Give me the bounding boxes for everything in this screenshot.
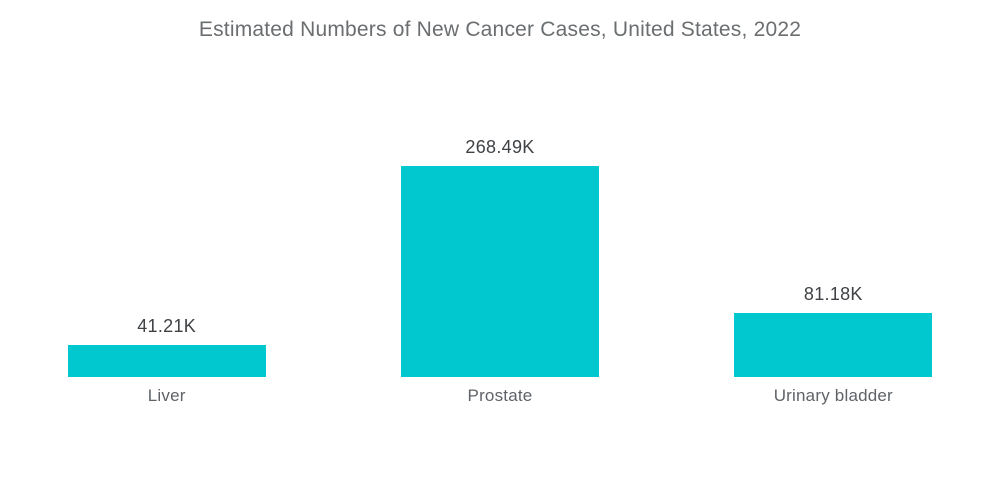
bar-group-urinary-bladder: 81.18K Urinary bladder: [667, 0, 1000, 504]
bar-category-label: Liver: [147, 386, 186, 405]
bar: [734, 313, 933, 377]
bar-group-prostate: 268.49K Prostate: [333, 0, 666, 504]
bar: [400, 166, 599, 377]
bar-value-label: 41.21K: [137, 316, 197, 336]
bar-category-label: Urinary bladder: [773, 386, 893, 405]
bar-category-label: Prostate: [467, 386, 533, 405]
bar-group-liver: 41.21K Liver: [0, 0, 333, 504]
bar: [67, 345, 266, 377]
bar-value-label: 268.49K: [465, 137, 535, 157]
chart-title: Estimated Numbers of New Cancer Cases, U…: [198, 18, 802, 41]
bar-value-label: 81.18K: [803, 284, 863, 304]
